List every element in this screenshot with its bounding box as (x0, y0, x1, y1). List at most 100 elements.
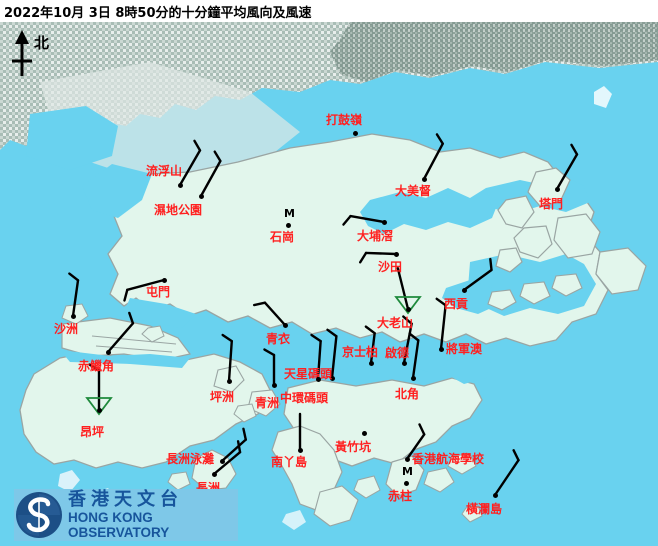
cloud-speck-s (282, 510, 306, 530)
wind-barb (462, 257, 493, 292)
station-dot (393, 251, 399, 257)
station-label: 赤鱲角 (78, 359, 115, 373)
stanley-peninsula (385, 455, 425, 497)
wind-barb (220, 427, 247, 463)
station-dot (96, 407, 102, 413)
station-label: 屯門 (146, 285, 171, 299)
sai-kung-inlet (442, 280, 500, 314)
station-dot (368, 360, 374, 366)
logo-chinese-name: 香港天文台 (68, 489, 183, 510)
station-label: 沙洲 (54, 322, 79, 336)
ne-island-3 (513, 225, 553, 259)
page-title: 2022年10月 3日 8時50分的十分鐘平均風向及風速 (4, 6, 312, 21)
wind-barb (364, 325, 376, 365)
station-dot (70, 313, 76, 319)
station-label: 北角 (395, 387, 420, 401)
wind-barb (68, 272, 80, 318)
wind-barb-layer (68, 133, 579, 497)
southern-islet-3 (447, 453, 477, 475)
sai-kung-islet-2 (519, 281, 551, 305)
station-dot (381, 219, 387, 225)
wind-barb (422, 133, 444, 181)
station-label: 大埔滘 (357, 229, 394, 243)
station-label: 中環碼頭 (280, 391, 329, 405)
station-dot (401, 360, 407, 366)
inner-deep-bay (82, 164, 152, 218)
station-label: 南丫島 (271, 455, 308, 469)
wind-barb (396, 267, 410, 311)
wind-barb (212, 440, 242, 476)
station-dot (161, 277, 167, 283)
wind-barb (310, 333, 322, 381)
wind-barb (402, 315, 413, 365)
hko-emblem-icon (14, 490, 64, 540)
gale-triangle-icon (394, 296, 422, 315)
cheung-chau-island (191, 449, 237, 491)
wind-barb (493, 449, 520, 497)
station-label: 大老山 (377, 316, 414, 330)
tolo-harbour (360, 188, 500, 234)
nw-islet (141, 325, 165, 343)
station-dot (297, 447, 303, 453)
airport-runway-2 (95, 345, 173, 353)
siu-peng-chau (233, 403, 257, 423)
gale-triangle-icon (85, 397, 113, 416)
castle-peak-bay (124, 298, 196, 328)
calm-m-marker: M (402, 465, 413, 478)
ne-island-6 (495, 247, 523, 273)
station-label: 長洲泳灘 (166, 452, 215, 466)
station-label: 將軍澳 (446, 342, 483, 356)
station-label: 沙田 (378, 260, 403, 274)
wind-barb (178, 139, 202, 187)
station-dot (554, 186, 560, 192)
southern-islet-2 (423, 467, 455, 493)
wind-barb (106, 311, 135, 354)
station-label: 香港航海學校 (412, 452, 485, 466)
station-dot (177, 182, 183, 188)
cheung-chau-islet (167, 471, 191, 491)
station-dot (403, 480, 409, 486)
calm-m-marker: M (284, 207, 295, 220)
map-geography (0, 22, 658, 546)
station-dot (329, 375, 335, 381)
title-bar: 2022年10月 3日 8時50分的十分鐘平均風向及風速 (0, 0, 658, 22)
station-label: 天星碼頭 (284, 367, 333, 381)
wind-barb (123, 278, 166, 302)
logo-text-block: 香港天文台 HONG KONG OBSERVATORY (68, 489, 238, 541)
station-dot (410, 375, 416, 381)
station-label: 打鼓嶺 (326, 113, 363, 127)
wind-barb (221, 333, 233, 383)
lamma-south-lobe (313, 485, 359, 527)
station-label: 赤柱 (388, 489, 413, 503)
station-dot (282, 322, 288, 328)
station-label: 青洲 (255, 396, 280, 410)
north-label: 北 (34, 34, 50, 52)
station-label: 京士柏 (342, 345, 379, 359)
sai-kung-islet-3 (551, 273, 583, 297)
wind-barb (88, 363, 101, 412)
wind-barb (199, 150, 222, 198)
kowloon-bay (410, 352, 444, 372)
wind-barb (342, 214, 386, 226)
ne-island-4 (553, 213, 601, 259)
wind-barb (435, 297, 447, 351)
sai-kung-islet-1 (487, 289, 517, 311)
map-canvas: 打鼓嶺 流浮山 濕地公園 M 石崗 屯門 大美督 塔門 大埔滘 沙田 西貢 大老山 沙洲 赤鱲角 青衣 京士柏… (0, 22, 658, 546)
station-dot (285, 222, 291, 228)
station-dot (405, 306, 411, 312)
wind-barb (326, 328, 338, 380)
deep-bay-water (26, 106, 118, 170)
station-label: 昂坪 (80, 425, 105, 439)
junk-bay (446, 348, 492, 384)
logo-english-name: HONG KONG OBSERVATORY (68, 510, 170, 540)
po-toi-islet (461, 505, 483, 523)
station-label: 啟德 (385, 346, 410, 360)
wind-barb (263, 348, 276, 387)
station-label: 濕地公園 (154, 203, 203, 217)
station-dot (438, 346, 444, 352)
wind-barb (359, 251, 398, 264)
station-dot (211, 471, 217, 477)
station-dot (361, 430, 367, 436)
tung-chung-channel (60, 350, 190, 368)
ne-island-1 (527, 167, 571, 207)
